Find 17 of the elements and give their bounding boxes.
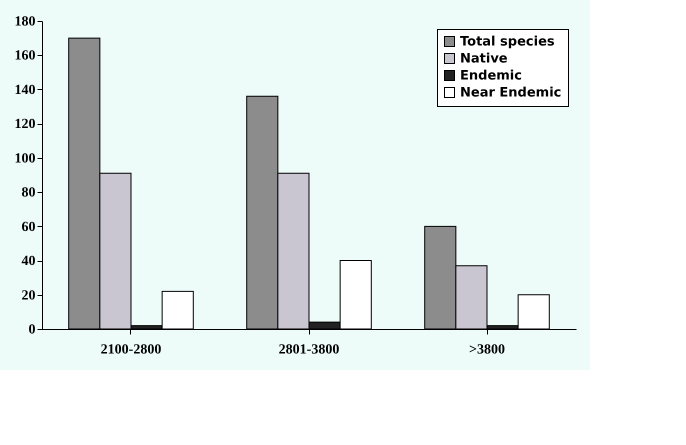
y-tick-label: 20 — [22, 288, 36, 304]
y-tick-label: 60 — [22, 220, 36, 235]
y-tick-label: 40 — [22, 254, 36, 270]
legend-label: Endemic — [460, 68, 522, 84]
y-tick-label: 80 — [22, 186, 36, 201]
y-tick-label: 100 — [14, 151, 36, 166]
legend-label: Total species — [460, 34, 555, 50]
legend-label: Native — [460, 52, 508, 66]
x-tick-label: 2801-3800 — [278, 342, 340, 358]
y-tick-label: 140 — [14, 82, 36, 98]
y-tick-label: 180 — [14, 14, 36, 30]
x-tick-label: >3800 — [469, 342, 505, 358]
y-tick-label: 0 — [28, 322, 36, 338]
legend-label: Near Endemic — [460, 86, 562, 100]
y-tick-label: 160 — [14, 48, 36, 64]
y-tick-label: 120 — [14, 117, 36, 132]
x-tick-label: 2100-2800 — [100, 342, 162, 358]
